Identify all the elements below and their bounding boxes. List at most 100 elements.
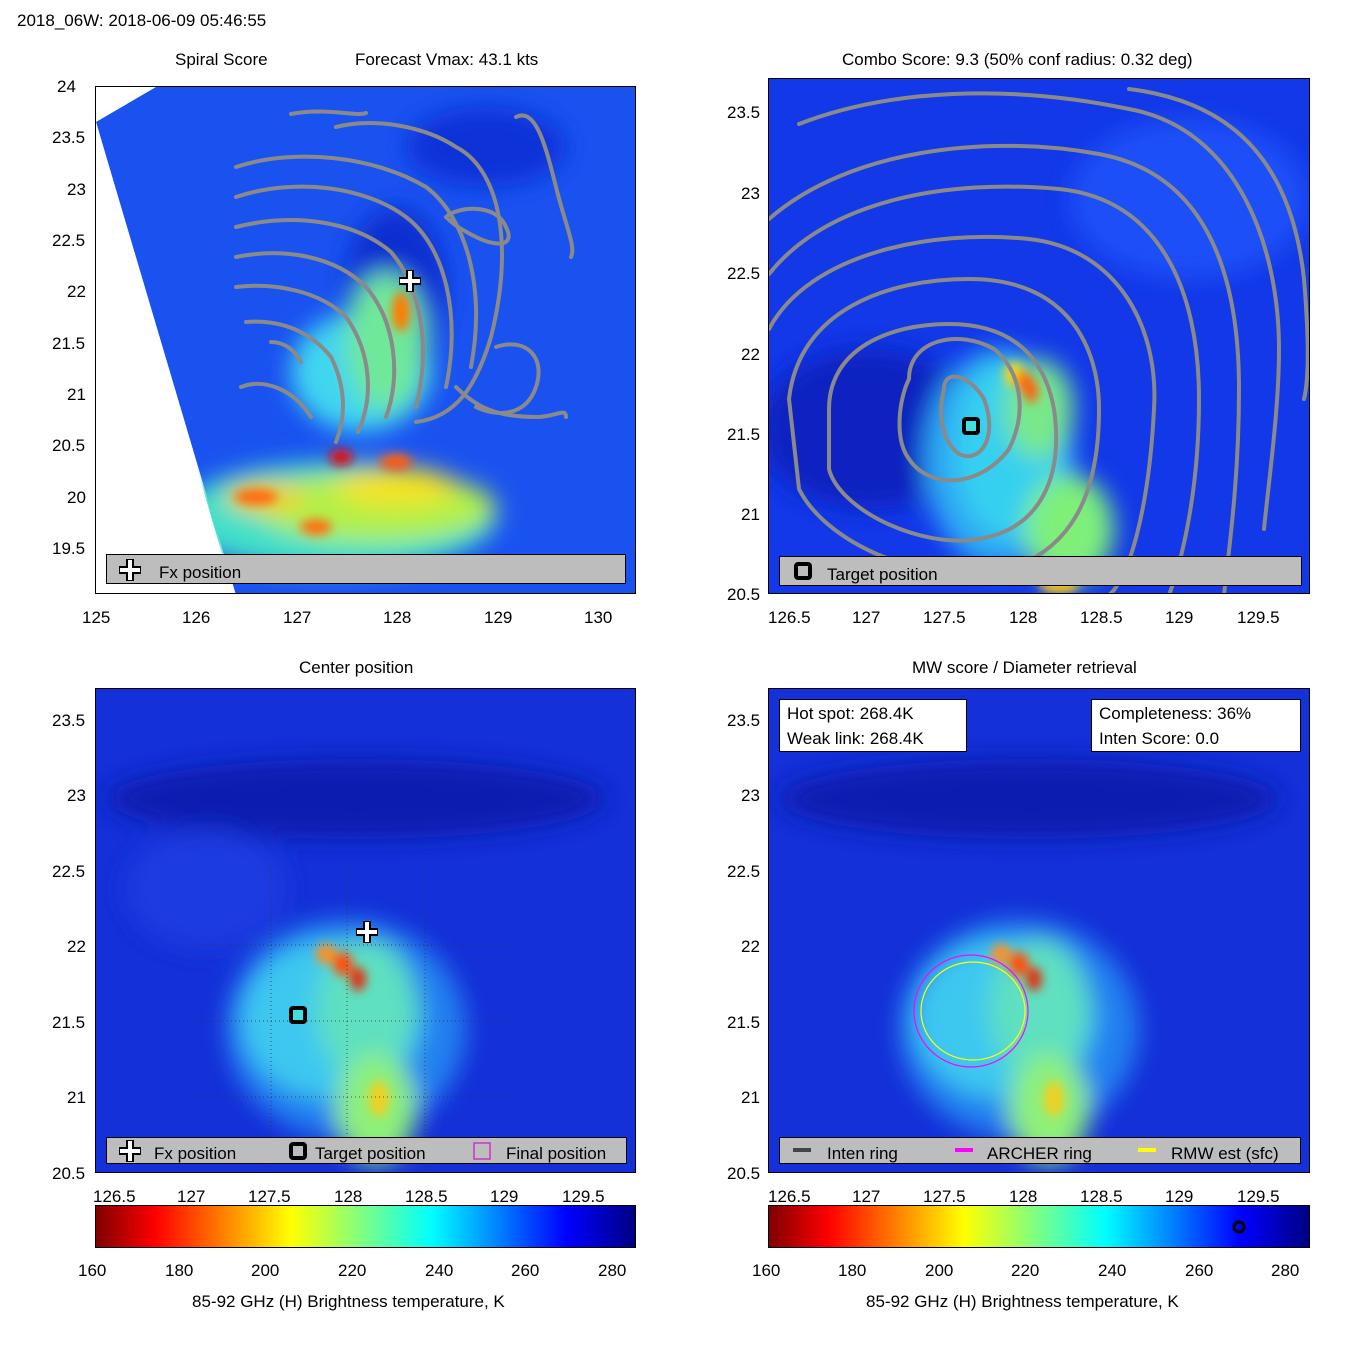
p2-xtick: 128.5 [1080,608,1123,627]
p4-xtick: 128.5 [1080,1187,1123,1206]
p3-ytick: 22.5 [52,862,86,881]
p3-ytick: 20.5 [52,1164,86,1183]
p2-ytick: 22.5 [727,264,761,283]
p2-ytick: 21.5 [727,425,761,444]
panel2-legend: Target position [779,556,1302,586]
p3-ytick: 21 [67,1088,86,1107]
panel4-plot: Hot spot: 268.4K Weak link: 268.4K Compl… [768,688,1310,1173]
archer-ring [913,954,1029,1068]
rmw-ring [920,961,1026,1061]
p1-ytick: 20.5 [52,436,86,455]
legend-fx-label: Fx position [154,1144,237,1163]
cb1-tick: 280 [598,1261,627,1280]
p4-xtick: 127.5 [923,1187,966,1206]
p1-ytick: 20 [67,488,86,507]
p1-xtick: 129 [484,608,513,627]
p1-ytick: 23.5 [52,128,86,147]
cb2-tick: 260 [1185,1261,1214,1280]
panel4-colorbar [768,1205,1310,1248]
p2-xtick: 129.5 [1237,608,1280,627]
p4-xtick: 127 [852,1187,881,1206]
info-box-right: Completeness: 36% Inten Score: 0.0 [1091,699,1301,752]
panel1-heatmap [96,87,635,593]
p4-xtick: 129 [1165,1187,1194,1206]
figure-title: 2018_06W: 2018-06-09 05:46:55 [17,11,267,30]
p4-ytick: 21.5 [727,1013,761,1032]
p1-ytick: 21 [67,385,86,404]
cb2-tick: 280 [1271,1261,1300,1280]
cb1-tick: 160 [78,1261,107,1280]
cb2-tick: 240 [1098,1261,1127,1280]
panel3-target-marker [289,1006,307,1024]
cb2-tick: 220 [1011,1261,1040,1280]
p4-xtick: 126.5 [768,1187,811,1206]
panel3-legend: Fx position Target position Final positi… [106,1137,627,1164]
panel3-plot: Fx position Target position Final positi… [95,688,636,1173]
target-legend-icon [289,1142,307,1160]
p4-ytick: 20.5 [727,1164,761,1183]
cb2-tick: 160 [752,1261,781,1280]
p4-ytick: 21 [741,1088,760,1107]
p2-ytick: 20.5 [727,585,761,604]
p3-xtick: 129 [490,1187,519,1206]
p4-ytick: 22.5 [727,862,761,881]
p3-ytick: 23 [67,786,86,805]
panel1-subtitle: Forecast Vmax: 43.1 kts [355,50,539,69]
p2-xtick: 128 [1009,608,1038,627]
panel1-plot: Fx position [95,86,636,594]
p4-ytick: 22 [741,937,760,956]
colorbar-value-marker [1232,1220,1246,1234]
p2-ytick: 23.5 [727,103,761,122]
panel3-fx-marker [356,921,378,943]
cb1-tick: 220 [338,1261,367,1280]
hot-spot-text: Hot spot: 268.4K [787,704,914,723]
panel2-plot: Target position [768,78,1310,594]
p3-xtick: 128.5 [405,1187,448,1206]
p3-xtick: 126.5 [93,1187,136,1206]
legend-rmw-label: RMW est (sfc) [1171,1144,1279,1163]
legend-target-label: Target position [827,565,938,584]
weak-link-text: Weak link: 268.4K [787,729,924,748]
cb1-tick: 180 [165,1261,194,1280]
panel3-colorbar [95,1205,636,1248]
p4-ytick: 23.5 [727,711,761,730]
p4-xtick: 128 [1009,1187,1038,1206]
p1-xtick: 127 [283,608,312,627]
legend-fx-label: Fx position [159,563,242,582]
completeness-text: Completeness: 36% [1099,704,1252,723]
p3-ytick: 21.5 [52,1013,86,1032]
p2-ytick: 22 [741,345,760,364]
cb2-tick: 180 [838,1261,867,1280]
p1-xtick: 126 [182,608,211,627]
cb1-tick: 240 [425,1261,454,1280]
p3-xtick: 129.5 [562,1187,605,1206]
p1-xtick: 130 [584,608,613,627]
p3-xtick: 127 [177,1187,206,1206]
panel4-title: MW score / Diameter retrieval [912,658,1137,677]
p3-xtick: 127.5 [248,1187,291,1206]
p2-ytick: 21 [741,505,760,524]
cb1-tick: 200 [251,1261,280,1280]
rmw-legend-line [1138,1148,1156,1152]
panel2-title: Combo Score: 9.3 (50% conf radius: 0.32 … [842,50,1193,69]
cb2-tick: 200 [925,1261,954,1280]
archer-ring-legend-line [955,1148,973,1152]
p2-xtick: 126.5 [768,608,811,627]
p1-ytick: 24 [57,77,76,96]
legend-target-label: Target position [315,1144,426,1163]
p1-ytick: 19.5 [52,539,86,558]
info-box-left: Hot spot: 268.4K Weak link: 268.4K [779,699,967,752]
cb1-label: 85-92 GHz (H) Brightness temperature, K [192,1292,505,1311]
p1-ytick: 22 [67,282,86,301]
panel1-contours [234,109,575,444]
final-legend-icon [473,1142,491,1160]
p3-xtick: 128 [334,1187,363,1206]
panel1-title: Spiral Score [175,50,268,69]
panel3-title: Center position [299,658,414,677]
inten-score-text: Inten Score: 0.0 [1099,729,1220,748]
p2-ytick: 23 [741,184,760,203]
legend-final-label: Final position [506,1144,607,1163]
panel1-fx-marker [399,270,421,292]
fx-legend-icon [119,1140,141,1162]
p1-ytick: 22.5 [52,231,86,250]
